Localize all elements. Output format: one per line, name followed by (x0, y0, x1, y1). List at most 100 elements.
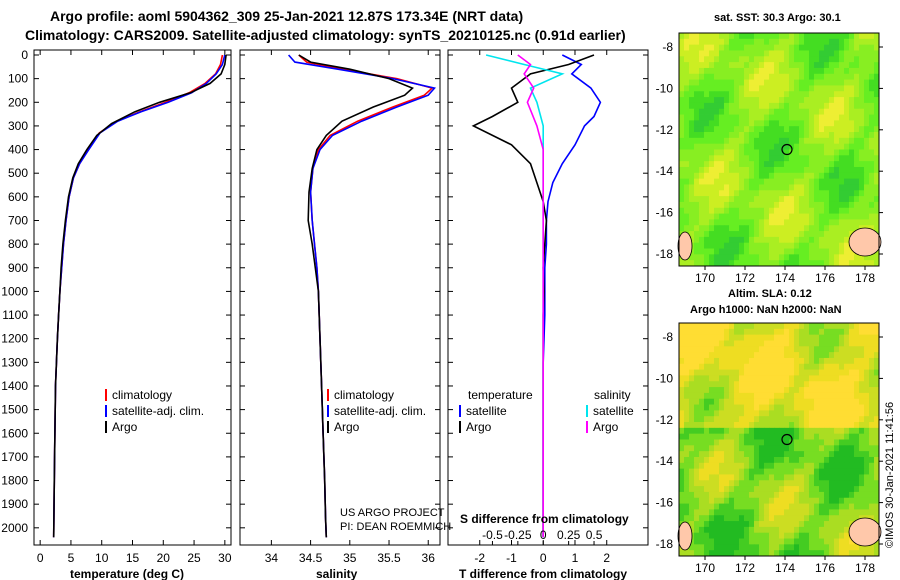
map-cell (694, 422, 700, 429)
map-cell (849, 433, 855, 440)
map-cell (719, 172, 725, 180)
map-cell (749, 433, 755, 440)
map-cell (839, 231, 845, 238)
map-cell (839, 67, 845, 75)
map-cell (779, 219, 785, 226)
map-cell (679, 491, 685, 499)
map-cell (834, 357, 840, 365)
map-cell (819, 503, 825, 510)
map-cell (869, 114, 875, 121)
map-cell (809, 509, 815, 516)
map-cell (684, 328, 690, 336)
map-cell (789, 398, 795, 405)
map-cell (844, 439, 850, 446)
map-cell (859, 491, 865, 499)
map-cell (749, 178, 755, 185)
map-cell (819, 328, 825, 336)
map-cell (824, 248, 830, 255)
map-cell (689, 398, 695, 405)
map-cell (844, 132, 850, 139)
map-cell (769, 248, 775, 255)
map-cell (839, 381, 845, 388)
map-cell (839, 456, 845, 464)
map-cell (779, 387, 785, 394)
map-cell (714, 85, 720, 92)
map-cell (679, 184, 685, 191)
map-cell (719, 497, 725, 504)
map-cell (814, 149, 820, 156)
map-cell (779, 137, 785, 145)
map-cell (719, 196, 725, 203)
map-cell (699, 357, 705, 365)
map-cell (764, 231, 770, 238)
map-cell (714, 178, 720, 185)
map-cell (719, 416, 725, 423)
map-cell (789, 328, 795, 336)
map-cell (694, 509, 700, 516)
secondary-x-tick-label: -0.25 (504, 528, 532, 542)
map-cell (759, 375, 765, 382)
map-cell (754, 190, 760, 197)
map-cell (709, 231, 715, 238)
map-cell (869, 132, 875, 139)
map-cell (779, 410, 785, 417)
map-cell (694, 260, 700, 267)
map-cell (714, 357, 720, 365)
map-cell (834, 161, 840, 168)
map-cell (789, 445, 795, 452)
map-cell (774, 178, 780, 185)
map-cell (854, 323, 860, 330)
map-cell (819, 126, 825, 133)
series-line-salinity-satellite (485, 54, 565, 538)
map-cell (794, 480, 800, 487)
difference-panel-frame (447, 49, 649, 546)
map-cell (844, 207, 850, 214)
map-cell (819, 178, 825, 185)
map-cell (774, 346, 780, 353)
map-cell (754, 544, 760, 551)
map-cell (809, 340, 815, 347)
map-cell (864, 456, 870, 464)
map-cell (834, 33, 840, 40)
map-cell (849, 416, 855, 423)
legend-label-temp-satellite: satellite (466, 404, 507, 418)
map-cell (719, 219, 725, 226)
map-cell (824, 497, 830, 504)
map-cell (814, 143, 820, 150)
map-cell (824, 91, 830, 98)
map-cell (834, 67, 840, 75)
map-cell (749, 544, 755, 551)
map-cell (754, 480, 760, 487)
map-cell (774, 172, 780, 180)
map-x-tick-label: 174 (775, 271, 795, 285)
map-cell (754, 67, 760, 75)
map-cell (839, 44, 845, 51)
map-cell (739, 201, 745, 209)
map-cell (684, 143, 690, 150)
map-cell (689, 410, 695, 417)
map-cell (774, 102, 780, 110)
map-cell (794, 544, 800, 551)
map-cell (874, 491, 880, 499)
map-cell (864, 126, 870, 133)
map-cell (769, 254, 775, 261)
map-cell (844, 190, 850, 197)
map-cell (714, 416, 720, 423)
map-cell (699, 155, 705, 162)
map-cell (789, 184, 795, 191)
map-cell (694, 236, 700, 244)
map-cell (744, 155, 750, 162)
map-cell (724, 357, 730, 365)
map-cell (744, 515, 750, 522)
map-cell (829, 491, 835, 499)
map-cell (699, 445, 705, 452)
map-cell (684, 172, 690, 180)
map-cell (864, 544, 870, 551)
map-cell (714, 387, 720, 394)
map-cell (694, 550, 700, 557)
map-cell (709, 225, 715, 232)
map-cell (679, 213, 685, 220)
map-cell (789, 474, 795, 481)
map-cell (719, 544, 725, 551)
map-cell (859, 120, 865, 127)
